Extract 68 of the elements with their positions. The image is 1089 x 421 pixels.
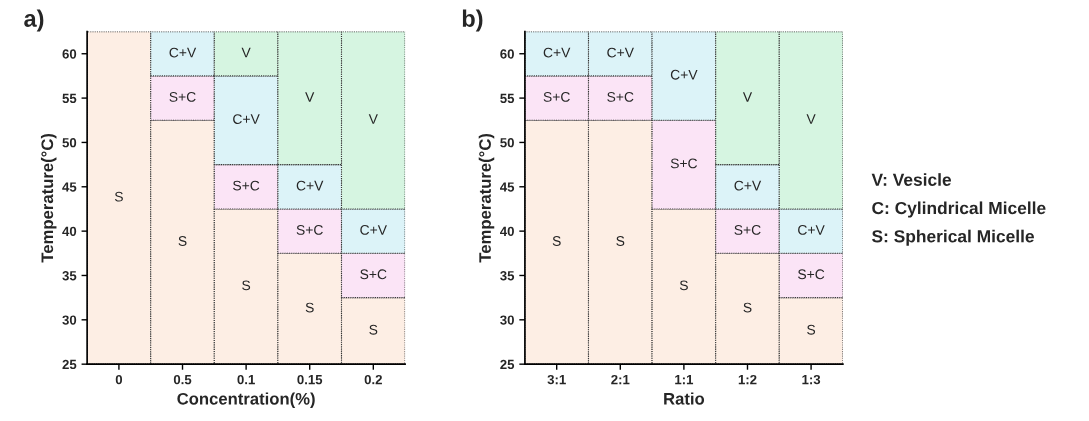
text: S+C: [607, 91, 634, 102]
text: S+C: [360, 269, 387, 280]
series-label: S+C: [734, 225, 761, 235]
series-label: C+V: [543, 47, 571, 58]
y-tick-label: 30: [62, 315, 77, 325]
text: S: Spherical Micelle: [872, 229, 1034, 246]
text: V: [806, 114, 816, 124]
y-tick-label: 25: [62, 359, 77, 370]
text: V: [305, 92, 315, 102]
text: S+C: [798, 269, 825, 280]
x-tick-label: 0.2: [364, 374, 382, 385]
y-tick-label: 60: [62, 49, 77, 59]
y-tick-label: 35: [62, 271, 77, 281]
y-tick-label: 60: [500, 49, 514, 59]
series-label: V: [742, 92, 753, 102]
y-tick-label: 40: [500, 226, 514, 237]
x-tick-label: 3:1: [547, 374, 566, 385]
x-tick-label: 1:3: [802, 374, 821, 385]
text: S: [552, 236, 561, 246]
text: S: [616, 236, 625, 246]
text: C+V: [233, 114, 260, 124]
chart-title: a): [24, 9, 44, 32]
x-tick-label: 0.5: [173, 374, 192, 385]
y-tick-label: 50: [62, 138, 77, 148]
y-tick-label: 40: [62, 226, 77, 237]
series-label: V: [241, 47, 251, 58]
text: V: Vesicle: [871, 173, 952, 186]
text: S: [178, 236, 187, 246]
x-axis-title: Ratio: [664, 392, 705, 405]
x-tick-label: 0.15: [297, 374, 323, 385]
series-label: S: [807, 324, 816, 335]
chart-title: b): [462, 9, 483, 32]
series-label: S: [369, 324, 378, 335]
x-tick-label: 0.1: [237, 374, 255, 385]
y-tick-label: 55: [62, 93, 77, 103]
y-axis-title: Temperature(°C): [40, 133, 57, 263]
text: S+C: [543, 91, 570, 102]
text: S: [114, 191, 123, 202]
text: S: [305, 302, 314, 313]
text: S: [743, 302, 752, 313]
x-tick-label: 1:1: [675, 375, 694, 385]
text: S: [679, 280, 688, 291]
x-axis-title: Concentration(%): [177, 392, 315, 408]
text: C+V: [734, 180, 762, 191]
text: S+C: [233, 180, 260, 191]
y-tick-label: 35: [500, 271, 515, 281]
text: S+C: [670, 158, 698, 169]
y-tick-label: 30: [500, 315, 514, 325]
x-tick-label: 2:1: [611, 374, 630, 385]
text: C: Cylindrical Micelle: [872, 201, 1046, 218]
y-tick-label: 50: [500, 138, 514, 148]
text: C+V: [607, 47, 634, 58]
x-tick-label: 0: [115, 374, 123, 385]
x-tick-label: 1:2: [738, 374, 757, 385]
text: V: [368, 114, 378, 124]
text: S+C: [169, 91, 196, 102]
text: C+V: [296, 180, 324, 191]
y-tick-label: 45: [62, 182, 77, 192]
y-axis-title: Temperature(°C): [478, 133, 495, 263]
text: C+V: [360, 225, 387, 235]
y-tick-label: 25: [500, 359, 515, 370]
text: S: [242, 280, 251, 291]
y-tick-label: 45: [500, 182, 515, 192]
y-tick-label: 55: [500, 93, 515, 103]
series-label: S+C: [296, 225, 323, 235]
text: C+V: [798, 225, 825, 235]
series-label: C+V: [169, 47, 197, 58]
text: C+V: [670, 69, 698, 80]
